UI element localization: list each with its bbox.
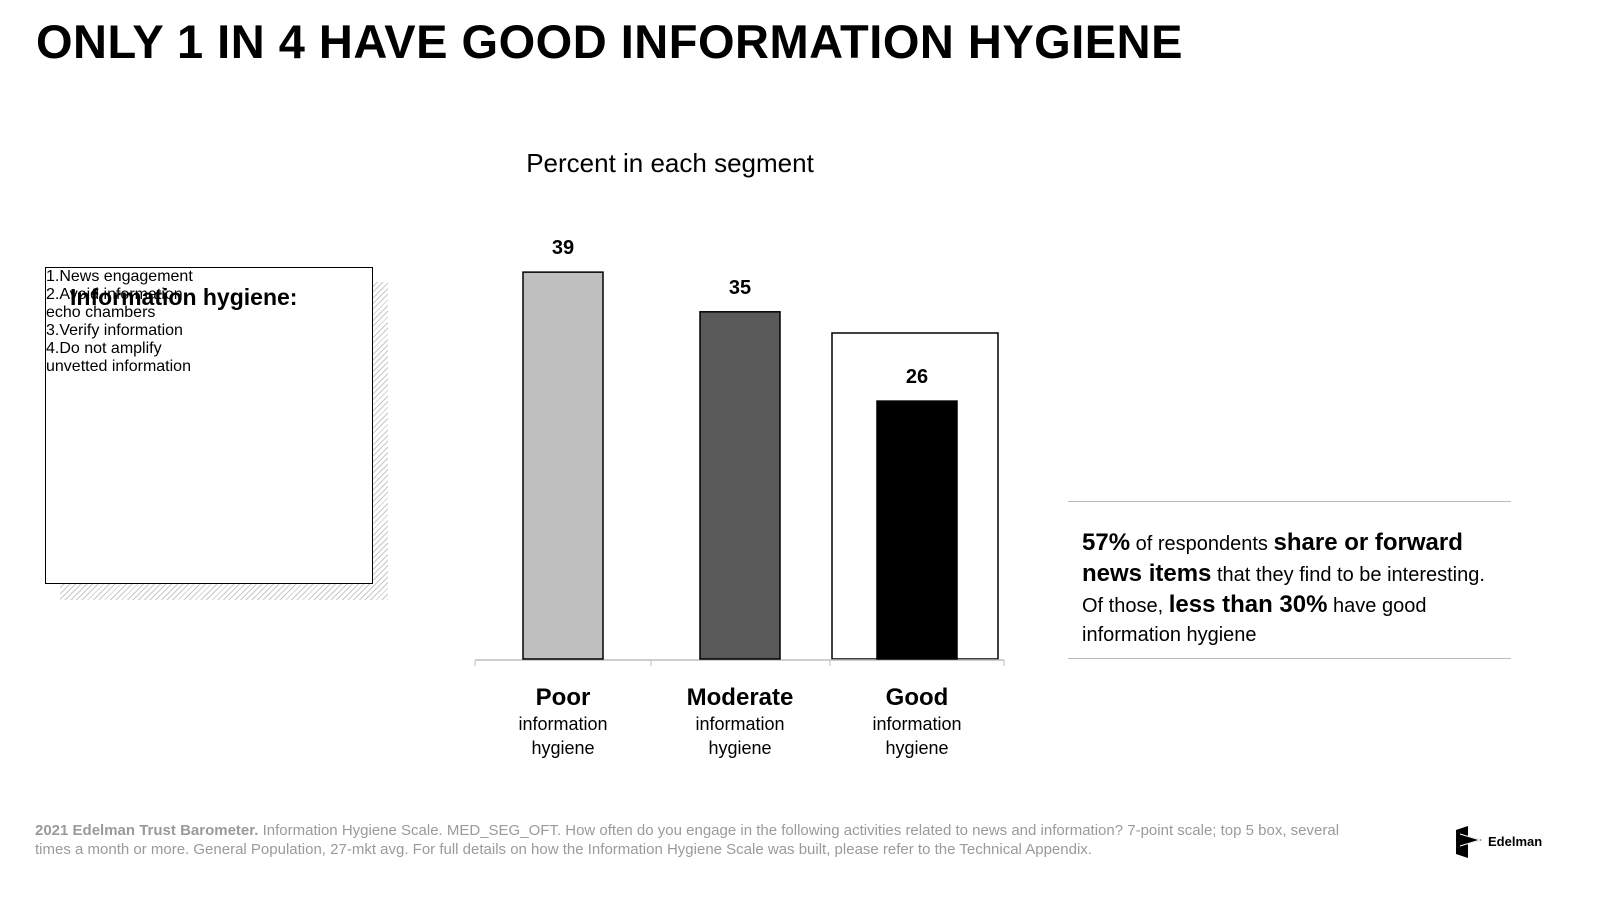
category-name: Moderate <box>686 684 794 711</box>
footnote-text: Information Hygiene Scale. MED_SEG_OFT. … <box>35 822 1340 858</box>
category-label: Poor information hygiene <box>483 684 643 760</box>
divider <box>1068 501 1511 502</box>
list-item: 2.Avoid information echo chambers <box>46 286 372 322</box>
item-text: Avoid information echo chambers <box>46 286 183 321</box>
item-line: Verify information <box>59 322 183 339</box>
item-line: echo chambers <box>46 304 156 321</box>
bar <box>522 271 604 660</box>
item-line: News engagement <box>59 268 193 285</box>
item-text: Verify information <box>59 322 183 339</box>
callout: 57% of respondents share or forward news… <box>1082 528 1502 650</box>
logo-mark <box>1456 826 1482 858</box>
footnote: 2021 Edelman Trust Barometer. Informatio… <box>35 821 1375 859</box>
divider <box>1068 658 1511 659</box>
callout-text: have good information hygiene <box>1082 595 1427 646</box>
list-item: 1.News engagement <box>46 268 372 286</box>
item-line: Avoid information <box>59 286 183 303</box>
chart: 39 35 26 <box>474 237 1005 666</box>
value-label: 35 <box>729 277 751 299</box>
callout-text: less than 30% <box>1168 591 1328 618</box>
category-sublabel: information hygiene <box>695 714 785 758</box>
value-label: 39 <box>552 237 574 259</box>
bar <box>699 311 781 660</box>
box-title: Information hygiene: <box>70 284 298 310</box>
callout-text: share or forward news items <box>1082 529 1463 587</box>
item-number: 2. <box>46 286 60 303</box>
callout-text: 57% <box>1082 529 1131 556</box>
footnote-source: 2021 Edelman Trust Barometer. <box>35 822 259 839</box>
category-sublabel: information hygiene <box>518 714 608 758</box>
item-text: News engagement <box>59 268 192 285</box>
list-item: 4.Do not amplify unvetted information <box>46 340 372 376</box>
category-label: Moderate information hygiene <box>660 684 820 760</box>
item-number: 4. <box>46 340 60 357</box>
list-item: 3.Verify information <box>46 322 372 340</box>
value-label: 26 <box>906 366 928 388</box>
bar <box>876 400 958 660</box>
slide-title: ONLY 1 IN 4 HAVE GOOD INFORMATION HYGIEN… <box>36 15 1183 68</box>
item-line: unvetted information <box>46 358 191 375</box>
item-number: 1. <box>46 268 60 285</box>
item-number: 3. <box>46 322 60 339</box>
item-text: Do not amplify unvetted information <box>46 340 191 375</box>
category-name: Poor <box>535 684 591 711</box>
category-label: Good information hygiene <box>837 684 997 760</box>
category-sublabel: information hygiene <box>872 714 962 758</box>
chart-title: Percent in each segment <box>526 148 814 178</box>
logo-text: Edelman <box>1488 834 1543 849</box>
item-line: Do not amplify <box>59 340 162 357</box>
definition-box: Information hygiene: 1.News engagement 2.… <box>45 267 373 584</box>
category-name: Good <box>885 684 949 711</box>
callout-text: of respondents <box>1135 533 1268 555</box>
callout-text: that they find to be interesting. Of tho… <box>1082 564 1485 617</box>
